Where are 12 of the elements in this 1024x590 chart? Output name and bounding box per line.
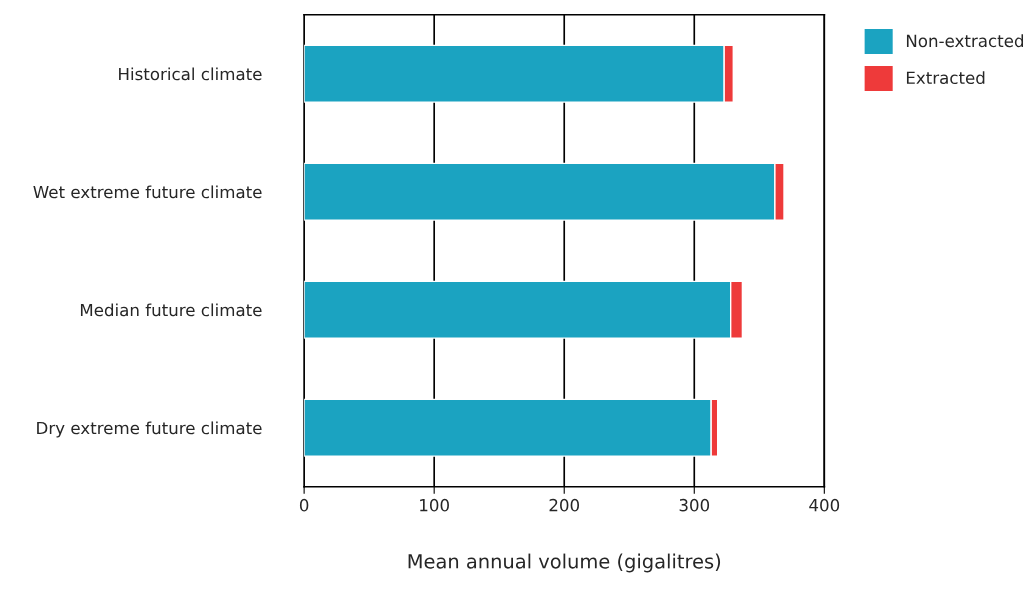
x-tick-label: 100 [420, 498, 449, 512]
legend-label: Non-extracted [906, 34, 1024, 48]
legend-label: Extracted [906, 71, 985, 85]
x-tick-label: 300 [679, 498, 710, 512]
x-axis-title: Mean annual volume (gigalitres) [408, 553, 721, 573]
x-tick-label: 0 [299, 498, 309, 512]
y-tick-label: Historical climate [119, 67, 262, 81]
x-tick-label: 200 [549, 498, 580, 512]
y-tick-label: Wet extreme future climate [33, 185, 262, 199]
y-tick-label: Dry extreme future climate [37, 421, 262, 438]
x-tick-label: 400 [809, 498, 840, 512]
y-tick-label: Median future climate [80, 303, 262, 317]
